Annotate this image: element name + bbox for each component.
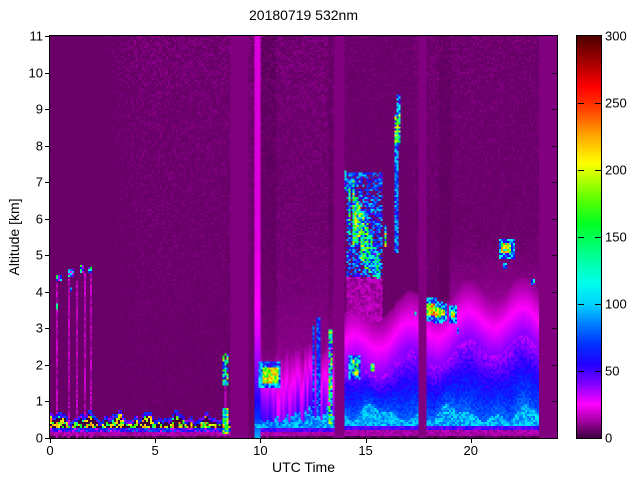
y-tick-label: 4 (35, 284, 43, 300)
y-tick-mark (45, 72, 50, 74)
y-tick-mark-right (552, 364, 557, 366)
y-tick-mark (45, 145, 50, 147)
colorbar-tick-mark (578, 304, 584, 305)
colorbar-tick-label: 150 (605, 229, 627, 245)
y-tick-label: 6 (35, 211, 43, 227)
x-tick-label: 20 (463, 443, 478, 458)
colorbar-tick-mark (595, 170, 601, 171)
chart-title: 20180719 532nm (249, 7, 358, 23)
y-tick-label: 5 (35, 247, 43, 263)
x-tick-mark (155, 438, 157, 443)
y-tick-mark (45, 255, 50, 257)
x-tick-mark (470, 438, 472, 443)
y-tick-mark (45, 364, 50, 366)
x-tick-mark (365, 438, 367, 443)
y-tick-mark-right (552, 328, 557, 330)
colorbar-tick-mark (595, 103, 601, 104)
y-tick-mark-right (552, 145, 557, 147)
y-tick-mark (45, 401, 50, 403)
y-tick-mark-right (552, 291, 557, 293)
x-tick-mark (260, 438, 262, 443)
y-tick-label: 2 (35, 357, 43, 373)
y-tick-label: 8 (35, 138, 43, 154)
colorbar-tick-mark (595, 304, 601, 305)
colorbar-tick-mark (578, 103, 584, 104)
y-tick-mark (45, 291, 50, 293)
y-tick-mark-right (552, 182, 557, 184)
y-tick-mark-right (552, 72, 557, 74)
y-tick-mark (45, 438, 50, 439)
colorbar-tick-mark (595, 371, 601, 372)
colorbar-tick-mark (595, 237, 601, 238)
colorbar-tick-mark (578, 237, 584, 238)
plot-area (49, 35, 558, 439)
colorbar-tick-label: 300 (605, 28, 627, 44)
colorbar-tick-mark (578, 371, 584, 372)
x-tick-label: 0 (46, 443, 54, 458)
x-tick-label: 15 (358, 443, 373, 458)
y-tick-mark-right (552, 255, 557, 257)
y-tick-mark (45, 182, 50, 184)
y-tick-label: 11 (29, 28, 44, 44)
y-tick-mark-right (552, 401, 557, 403)
colorbar-tick-label: 250 (605, 95, 627, 111)
y-tick-label: 10 (28, 65, 43, 81)
y-tick-mark (45, 328, 50, 330)
y-tick-mark (45, 36, 50, 37)
y-tick-label: 7 (35, 174, 43, 190)
colorbar-tick-label: 50 (605, 363, 620, 379)
y-tick-mark-right (552, 109, 557, 111)
colorbar-tick-mark (578, 170, 584, 171)
heatmap-canvas (50, 36, 557, 438)
y-tick-label: 0 (35, 430, 43, 446)
x-axis-label: UTC Time (272, 459, 335, 475)
y-tick-label: 9 (35, 101, 43, 117)
colorbar-tick-label: 200 (605, 162, 627, 178)
x-tick-label: 5 (151, 443, 159, 458)
y-tick-mark (45, 218, 50, 220)
y-tick-label: 1 (35, 393, 43, 409)
x-tick-label: 10 (253, 443, 268, 458)
colorbar-tick-label: 0 (605, 430, 613, 446)
x-tick-mark (50, 438, 51, 443)
y-tick-mark (45, 109, 50, 111)
y-tick-mark-right (552, 218, 557, 220)
y-tick-label: 3 (35, 320, 43, 336)
colorbar-tick-label: 100 (605, 296, 627, 312)
